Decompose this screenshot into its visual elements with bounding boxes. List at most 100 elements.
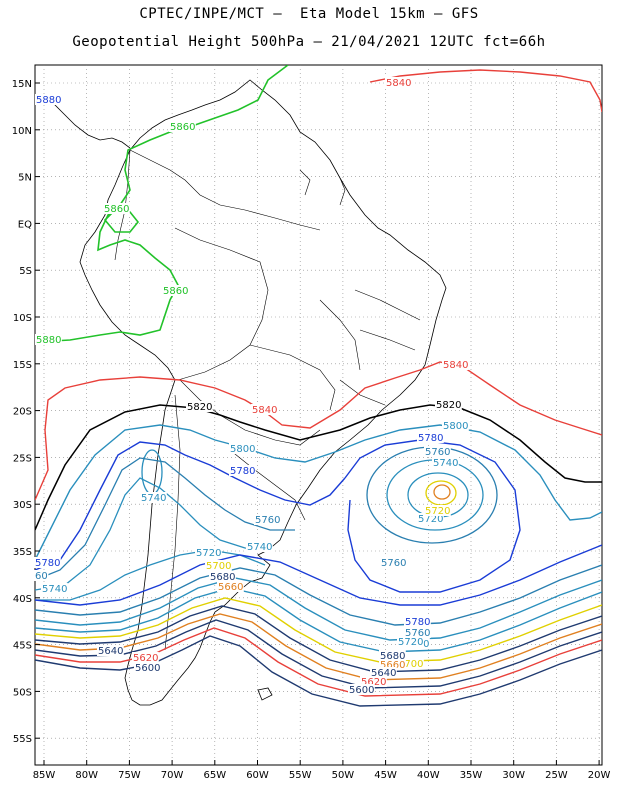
contour-label: 60 (35, 571, 48, 582)
contour-label-bg (424, 505, 451, 516)
contour-label: 5860 (163, 286, 188, 297)
contour-label: 5600 (135, 663, 160, 674)
contour-label: 5720 (425, 506, 450, 517)
contour-label: 5860 (170, 122, 195, 133)
contour-label: 5680 (210, 572, 235, 583)
lon-tick-label: 30W (502, 770, 525, 781)
lat-tick-label: 10S (13, 313, 32, 324)
contour-label-bg (132, 652, 159, 663)
band-5600 (35, 635, 602, 707)
contour-label-bg (380, 557, 407, 568)
contour-label: 5820 (436, 400, 461, 411)
contour-label: 5800 (443, 421, 468, 432)
contour-label: 5740 (433, 458, 458, 469)
contour-label-bg (432, 457, 459, 468)
contour-label-bg (186, 401, 213, 412)
contour-label-bg (360, 676, 387, 687)
contour-label-bg (41, 583, 68, 594)
lat-tick-label: 20S (13, 407, 32, 418)
contour-label: 5720 (398, 637, 423, 648)
band-5660 (35, 613, 602, 681)
contour-5780-west (35, 441, 346, 571)
contour-label: 5740 (42, 584, 67, 595)
contour-5740 (35, 477, 271, 591)
contour-label-bg (209, 571, 236, 582)
lat-tick-label: 55S (13, 734, 32, 745)
contour-label-bg (379, 659, 406, 670)
graticule (35, 65, 602, 765)
contour-label: 5760 (425, 447, 450, 458)
contour-label-bg (34, 557, 61, 568)
contour-label-bg (442, 420, 469, 431)
band-5740 (35, 577, 602, 641)
contour-label-bg (251, 404, 278, 415)
contour-label-bg (34, 570, 49, 581)
contour-label-bg (417, 513, 444, 524)
lat-tick-label: 15N (12, 79, 32, 90)
lat-tick-label: 35S (13, 547, 32, 558)
lon-tick-label: 55W (289, 770, 312, 781)
band-5760 (35, 564, 602, 626)
contour-label: 5740 (247, 542, 272, 553)
contour-label-bg (397, 658, 424, 669)
contour-label-bg (370, 667, 397, 678)
south-america-coastline (79, 79, 447, 706)
longitude-axis: 85W 80W 75W 70W 65W 60W 55W 50W 45W 40W 35W 30W 25W 2… (33, 760, 611, 781)
contour-label: 5860 (104, 204, 129, 215)
contour-label: 5780 (35, 558, 60, 569)
contour-5720 (35, 549, 266, 601)
lon-tick-label: 85W (33, 770, 56, 781)
contour-label: 5780 (405, 617, 430, 628)
contour-label-bg (140, 492, 167, 503)
band-5780 (35, 544, 602, 606)
band-5620 (35, 627, 602, 697)
lon-tick-label: 70W (161, 770, 184, 781)
contour-label-bg (162, 285, 189, 296)
lat-tick-label: 40S (13, 594, 32, 605)
contour-label: 5640 (98, 646, 123, 657)
contour-label-bg (229, 443, 256, 454)
contour-label: 5620 (133, 653, 158, 664)
contour-label-bg (254, 514, 281, 525)
contour-label: 5820 (187, 402, 212, 413)
contour-label-bg (379, 650, 406, 661)
contour-label: 5840 (443, 360, 468, 371)
contour-5840-north (369, 69, 602, 113)
lat-tick-label: 45S (13, 641, 32, 652)
lon-tick-label: 45W (374, 770, 397, 781)
contour-label-bg (217, 581, 244, 592)
contour-label-bg (424, 446, 451, 457)
band-5700 (35, 597, 602, 663)
contour-label-bg (35, 94, 62, 105)
contour-label: 5880 (36, 335, 61, 346)
contour-label-bg (246, 541, 273, 552)
contour-label: 5640 (371, 668, 396, 679)
contour-label: 5700 (206, 561, 231, 572)
contour-label-bg (348, 684, 375, 695)
contour-label: 5700 (398, 659, 423, 670)
contour-5820 (35, 404, 602, 531)
contour-label-bg (417, 432, 444, 443)
latitude-axis: 15N 10N 5N EQ 5S 10S 15S 20S 25S 30S 35S 40S 45S 50S 5… (12, 79, 40, 745)
lon-tick-label: 35W (460, 770, 483, 781)
lon-tick-label: 50W (332, 770, 355, 781)
contour-labels: 5880 5860 5860 5860 5880 5840 5840 5840 5820 5820… (34, 77, 469, 696)
contour-label-bg (229, 465, 256, 476)
contour-label-bg (205, 560, 232, 571)
contour-5800 (35, 424, 602, 561)
lon-tick-label: 20W (588, 770, 611, 781)
contour-label-bg (404, 616, 431, 627)
contour-label-bg (169, 121, 196, 132)
contour-label: 5840 (252, 405, 277, 416)
lat-tick-label: 15S (13, 360, 32, 371)
contour-label-bg (397, 636, 424, 647)
contour-label: 5720 (418, 514, 443, 525)
contour-label: 5660 (380, 660, 405, 671)
lon-tick-label: 25W (545, 770, 568, 781)
contour-label: 5760 (381, 558, 406, 569)
lon-tick-label: 80W (75, 770, 98, 781)
contour-5780-east (344, 439, 521, 593)
band-5720 (35, 587, 602, 653)
lat-tick-label: 30S (13, 500, 32, 511)
